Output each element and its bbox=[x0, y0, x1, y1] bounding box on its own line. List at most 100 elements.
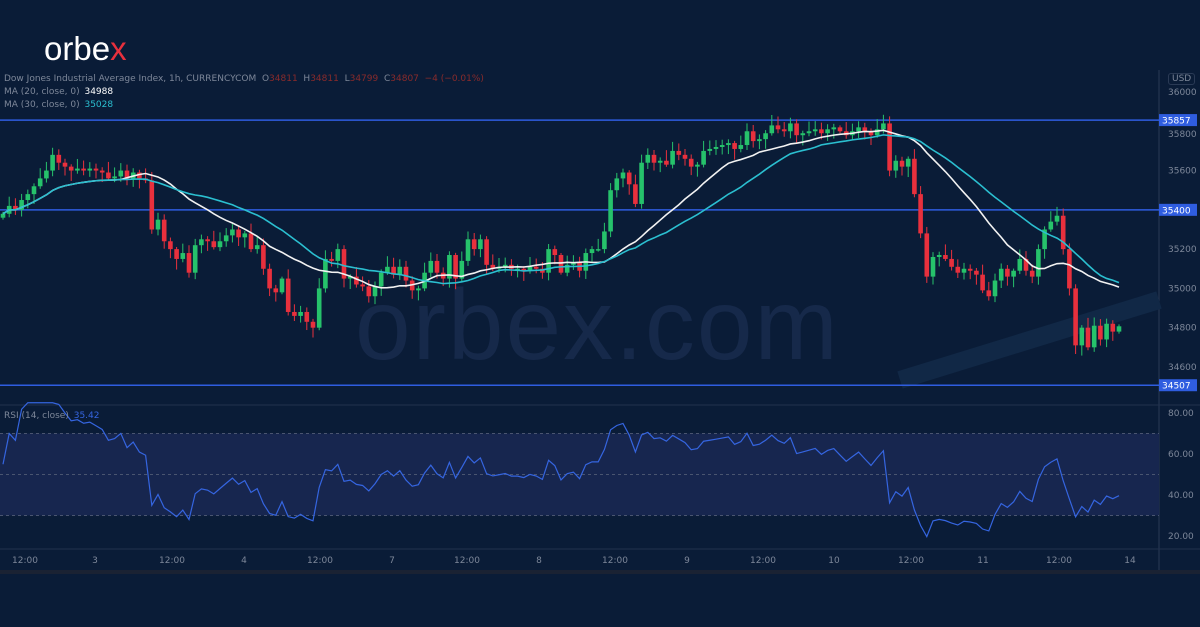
candle-body bbox=[180, 253, 186, 259]
candle bbox=[143, 168, 148, 184]
candle-body bbox=[670, 150, 675, 165]
candle-body bbox=[676, 150, 682, 155]
candle bbox=[155, 212, 161, 236]
ma20-label: MA (20, close, 0) bbox=[4, 87, 80, 97]
ma30-line bbox=[2, 134, 1120, 285]
candle-body bbox=[769, 125, 775, 134]
rsi-tick-label: 60.00 bbox=[1168, 450, 1194, 460]
candle-body bbox=[719, 145, 725, 147]
candle bbox=[998, 263, 1004, 289]
candle-body bbox=[50, 154, 55, 171]
ma30-legend[interactable]: MA (30, close, 0) 35028 bbox=[4, 100, 113, 110]
candle-body bbox=[186, 253, 192, 273]
candle-body bbox=[31, 186, 37, 195]
candle bbox=[1005, 265, 1010, 286]
candle bbox=[279, 276, 285, 295]
candle bbox=[874, 119, 880, 138]
candle-body bbox=[943, 255, 948, 259]
candle bbox=[409, 276, 415, 299]
candle-body bbox=[992, 280, 998, 297]
currency-label: USD bbox=[1168, 73, 1196, 85]
candle bbox=[6, 196, 12, 218]
candle-body bbox=[713, 146, 719, 149]
candle bbox=[670, 141, 675, 169]
candle bbox=[1017, 249, 1023, 275]
candle-body bbox=[385, 266, 390, 273]
candle bbox=[974, 267, 979, 285]
candle-body bbox=[149, 180, 155, 230]
candle bbox=[50, 147, 55, 177]
candle-body bbox=[168, 241, 173, 250]
candle-body bbox=[614, 178, 620, 191]
candle-body bbox=[806, 131, 812, 134]
candle bbox=[763, 130, 768, 149]
candle bbox=[546, 244, 551, 281]
candle-body bbox=[75, 168, 80, 171]
candle-body bbox=[949, 258, 954, 267]
candle-body bbox=[533, 266, 539, 269]
candle bbox=[639, 154, 644, 209]
time-tick-label: 9 bbox=[684, 556, 690, 566]
candle-body bbox=[502, 264, 508, 267]
candle bbox=[608, 183, 613, 238]
candle bbox=[459, 251, 465, 282]
candle bbox=[825, 124, 830, 141]
candle bbox=[664, 150, 669, 167]
candle-body bbox=[918, 194, 923, 234]
candle bbox=[285, 269, 291, 316]
candle-body bbox=[595, 249, 601, 251]
candle-body bbox=[701, 150, 706, 165]
candle bbox=[81, 160, 86, 176]
open-value: 34811 bbox=[269, 74, 298, 84]
time-tick-label: 7 bbox=[389, 556, 395, 566]
candle bbox=[794, 119, 799, 144]
candle bbox=[1060, 208, 1066, 255]
candle bbox=[1116, 324, 1122, 334]
candle-body bbox=[248, 233, 254, 250]
candle-body bbox=[447, 255, 452, 279]
candle bbox=[1110, 320, 1116, 341]
candle bbox=[1098, 319, 1103, 346]
level-price-label: 34507 bbox=[1162, 382, 1191, 392]
level-price-label: 35400 bbox=[1162, 206, 1191, 216]
candle-body bbox=[199, 239, 204, 246]
ma20-legend[interactable]: MA (20, close, 0) 34988 bbox=[4, 87, 113, 97]
candle-body bbox=[124, 170, 130, 179]
candle-body bbox=[645, 154, 651, 163]
candle bbox=[738, 135, 744, 153]
candle bbox=[986, 281, 992, 301]
candle bbox=[478, 234, 483, 258]
candle-body bbox=[304, 311, 310, 322]
rsi-tick-label: 20.00 bbox=[1168, 532, 1194, 542]
candle bbox=[887, 116, 892, 177]
candle bbox=[403, 260, 409, 288]
candle bbox=[447, 251, 452, 288]
rsi-legend[interactable]: RSI (14, close) 35.42 bbox=[4, 411, 100, 421]
candle bbox=[726, 139, 731, 155]
candle bbox=[980, 264, 985, 294]
candle-body bbox=[980, 274, 985, 291]
candle-body bbox=[335, 249, 341, 261]
candle bbox=[1073, 284, 1078, 354]
decor-stripe bbox=[897, 291, 1162, 389]
candle bbox=[905, 156, 911, 178]
candle bbox=[236, 225, 241, 246]
time-tick-label: 12:00 bbox=[750, 556, 776, 566]
candle-body bbox=[254, 245, 260, 250]
candle bbox=[850, 123, 855, 141]
candle-body bbox=[1048, 221, 1054, 230]
candle-body bbox=[868, 131, 874, 136]
candle-body bbox=[688, 158, 694, 167]
candle bbox=[936, 251, 942, 267]
logo-text: orbe bbox=[44, 30, 111, 67]
candle bbox=[614, 172, 620, 198]
level-price-tag bbox=[1159, 203, 1197, 216]
candle-body bbox=[62, 162, 68, 167]
time-tick-label: 8 bbox=[536, 556, 542, 566]
candle-body bbox=[620, 172, 626, 179]
logo-x: x bbox=[110, 30, 127, 67]
candle bbox=[465, 231, 471, 266]
candle bbox=[186, 245, 192, 278]
candle bbox=[391, 257, 396, 279]
